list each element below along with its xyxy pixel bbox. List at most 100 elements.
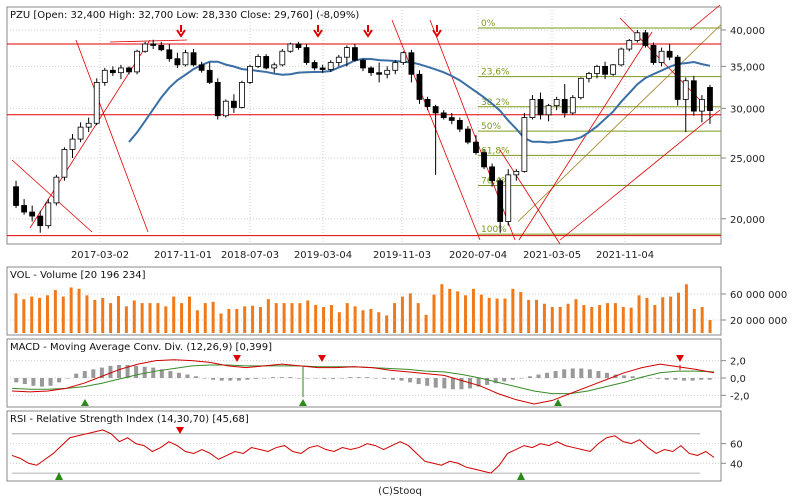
candle-body [481, 152, 487, 168]
volume-bar [408, 293, 412, 333]
candle-body [545, 105, 552, 116]
fib-label: 23,6% [481, 68, 510, 78]
fib-label: 100% [481, 225, 507, 235]
fib-label: 76,4% [481, 177, 510, 187]
macd-histogram-bar [562, 369, 567, 378]
candle-body [295, 43, 302, 48]
macd-histogram-bar [82, 371, 87, 378]
volume-bar [109, 303, 113, 333]
candle-body [343, 47, 350, 58]
candle-body [190, 52, 197, 66]
macd-histogram-bar [587, 369, 592, 378]
x-tick-label: 2017-11-01 [154, 250, 212, 261]
candle-body [303, 47, 310, 63]
candle-body [287, 43, 294, 52]
macd-histogram-bar [682, 378, 687, 381]
volume-bar [187, 296, 191, 333]
candle-body [271, 64, 278, 69]
trend-line [559, 109, 721, 241]
rsi-tick-label: 40 [730, 459, 743, 470]
volume-bar [353, 306, 357, 333]
volume-bar [164, 306, 168, 333]
candle-body [327, 62, 334, 70]
volume-bar [140, 303, 144, 333]
macd-histogram-bar [664, 378, 669, 380]
fibonacci-levels: 0% 23,6% 38,2% 50% 61,8% 76,4% 100% [478, 19, 722, 235]
candle-body [561, 99, 568, 114]
macd-histogram-bar [408, 378, 413, 383]
buy-signal-icon [554, 399, 562, 406]
x-tick-label: 2018-07-03 [221, 250, 279, 261]
candle-body [440, 112, 447, 118]
volume-bar [582, 305, 586, 333]
main-title: PZU [Open: 32,400 High: 32,700 Low: 28,3… [10, 10, 359, 21]
volume-bar [274, 303, 278, 333]
volume-bar [692, 308, 696, 333]
candle-body [529, 99, 536, 118]
macd-histogram-bar [194, 376, 199, 378]
volume-bar [574, 299, 578, 333]
candle-body [198, 64, 205, 71]
macd-histogram-bar [245, 378, 250, 380]
candle-body [594, 65, 600, 74]
volume-bar [298, 303, 302, 333]
macd-series: 2,0 0,0 -2,0 [7, 355, 750, 406]
y-tick-label: 35,000 [730, 62, 765, 73]
volume-bar [456, 291, 460, 333]
volume-bar [172, 296, 176, 333]
candle-body [690, 80, 697, 112]
macd-histogram-bar [253, 378, 258, 379]
candle-body [247, 65, 253, 83]
candle-body [134, 50, 140, 73]
macd-histogram-bar [31, 378, 36, 386]
volume-bar [566, 303, 570, 333]
volume-bar [227, 308, 231, 333]
candle-body [537, 99, 544, 116]
macd-histogram-bar [570, 368, 575, 378]
candle-body [650, 45, 657, 63]
volume-bar [38, 297, 42, 333]
candle-body [53, 176, 60, 204]
candle-body [239, 82, 245, 108]
macd-tick-label: -2,0 [730, 391, 750, 402]
macd-histogram-bar [151, 367, 156, 378]
volume-bar [282, 303, 286, 333]
candle-body [61, 149, 68, 178]
candle-body [206, 69, 213, 83]
volume-bar [243, 306, 247, 333]
candle-body [408, 52, 415, 75]
macd-histogram-bar [459, 378, 464, 390]
candle-body [602, 65, 608, 75]
candle-body [497, 180, 504, 222]
buy-signal-icon [81, 399, 89, 406]
macd-histogram-bar [365, 377, 370, 378]
volume-bar [495, 298, 499, 333]
macd-histogram-bar [553, 371, 558, 378]
macd-histogram-bar [519, 378, 524, 379]
volume-bar [629, 307, 633, 333]
macd-histogram-bar [485, 378, 490, 385]
volume-bar [337, 312, 341, 333]
volume-bar [345, 303, 349, 333]
x-tick-label: 2021-11-04 [596, 250, 654, 261]
rsi-line [11, 429, 715, 474]
x-tick-label: 2021-03-05 [523, 250, 581, 261]
macd-histogram-bar [442, 378, 447, 389]
macd-histogram-bar [142, 366, 147, 378]
volume-bar [487, 297, 491, 333]
candle-body [618, 48, 625, 66]
volume-bar [101, 297, 105, 333]
macd-histogram-bar [622, 375, 627, 378]
macd-histogram-bar [707, 378, 712, 380]
moving-average-line [128, 57, 711, 144]
candle-body [376, 72, 383, 75]
macd-line [11, 359, 715, 405]
macd-histogram-bar [331, 378, 336, 379]
sell-arrow-icon [363, 25, 373, 38]
candle-body [142, 43, 149, 52]
macd-histogram-bar [339, 378, 344, 379]
volume-bar [132, 300, 136, 333]
candle-body [610, 64, 617, 75]
candle-body [505, 174, 512, 222]
volume-bar [219, 313, 223, 333]
